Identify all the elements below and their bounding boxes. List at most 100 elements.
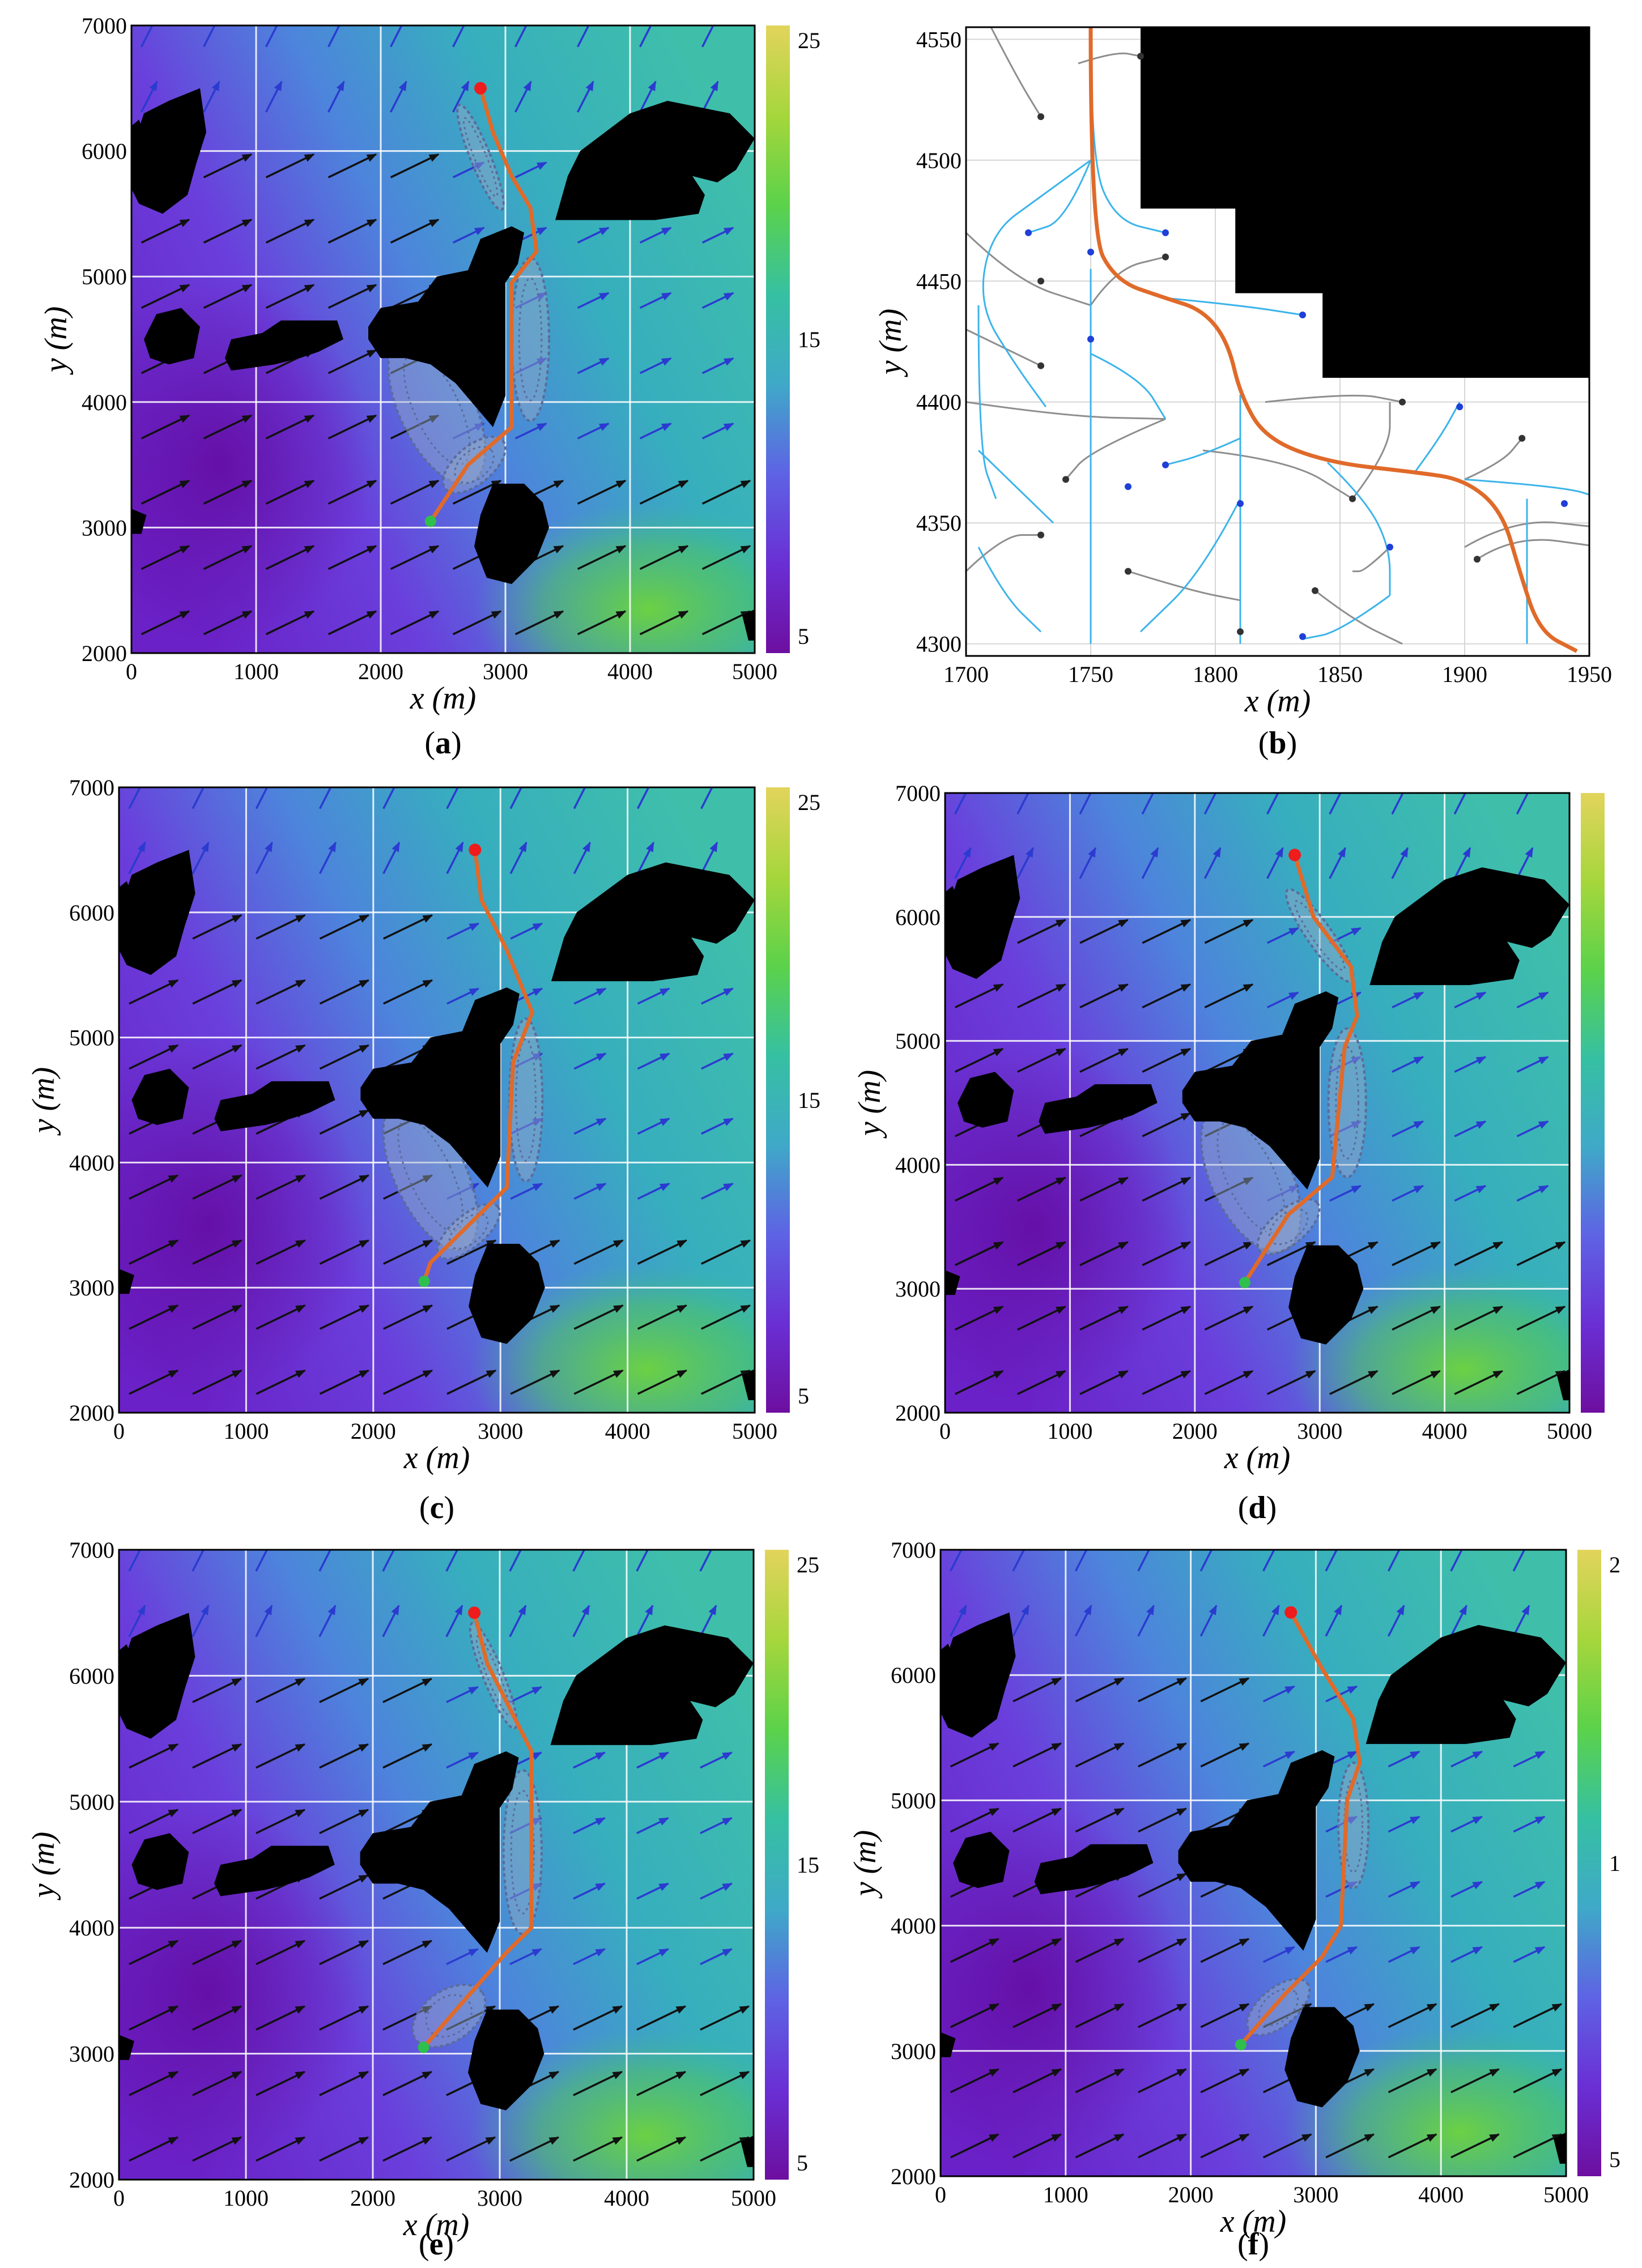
flow-arrow — [265, 545, 315, 570]
x-tick-label: 1000 — [223, 1418, 269, 1444]
panel-caption: (e) — [419, 2227, 454, 2262]
flow-arrow — [203, 25, 220, 48]
flow-arrow — [700, 787, 713, 809]
flow-arrow — [452, 161, 485, 178]
flow-arrow — [701, 480, 751, 505]
flow-arrow — [1388, 2133, 1437, 2159]
flow-arrow — [1266, 1370, 1316, 1395]
flow-arrow — [1512, 1550, 1530, 1572]
y-tick-label: 6000 — [891, 1662, 936, 1688]
obstacle — [131, 1068, 189, 1126]
flow-arrow — [1204, 983, 1254, 1009]
y-tick-label: 7000 — [69, 775, 114, 800]
flow-arrow — [446, 1686, 479, 1703]
x-axis-label: x (m) — [403, 2207, 470, 2243]
flow-arrow — [573, 1118, 607, 1135]
flow-arrow — [382, 2136, 433, 2162]
flow-arrow — [1137, 1604, 1155, 1637]
y-tick-label: 2000 — [69, 2167, 114, 2193]
flow-arrow — [1013, 2003, 1062, 2028]
flow-arrow — [1204, 1241, 1254, 1267]
flow-arrow — [514, 25, 531, 48]
flow-arrow — [1142, 1112, 1192, 1137]
tree-branch-blue — [1165, 437, 1241, 466]
flow-arrow — [1138, 2003, 1187, 2028]
tree-region-inner — [403, 351, 471, 466]
tree-region-inner — [1335, 1046, 1360, 1159]
flow-arrow — [1392, 1370, 1441, 1395]
flow-arrow — [452, 227, 485, 244]
flow-arrow — [639, 292, 672, 309]
flow-arrow — [1141, 847, 1159, 879]
flow-arrow — [382, 1743, 433, 1769]
flow-arrow — [128, 1604, 146, 1638]
flow-arrow — [446, 841, 464, 875]
flow-arrow — [1262, 1750, 1295, 1768]
obstacle — [1288, 1245, 1364, 1345]
x-axis-label: x (m) — [410, 681, 477, 716]
tree-region — [456, 103, 505, 211]
y-axis-label: y (m) — [39, 306, 74, 376]
flow-arrow — [382, 1239, 433, 1265]
flow-arrow — [1200, 1742, 1250, 1768]
obstacles — [941, 1612, 1566, 2164]
obstacle — [953, 1831, 1010, 1888]
flow-arrow — [1079, 919, 1129, 944]
x-tick-label: 2000 — [1168, 2182, 1214, 2207]
flow-arrow — [573, 2071, 623, 2096]
flow-arrow — [1392, 1184, 1424, 1202]
flow-arrow — [327, 25, 344, 48]
y-tick-label: 7000 — [891, 1537, 936, 1563]
flow-arrow — [192, 2136, 243, 2162]
flow-arrow — [1016, 847, 1034, 879]
flow-arrow — [390, 414, 440, 440]
tree-node-gray — [1518, 434, 1526, 442]
obstacle — [469, 1243, 545, 1344]
flow-arrow — [954, 1047, 1004, 1073]
obstacle — [119, 850, 195, 975]
y-tick-label: 3000 — [69, 1275, 114, 1301]
planned-path — [422, 1612, 534, 2049]
panel-caption: (b) — [1258, 726, 1297, 761]
flow-arrow — [1388, 1946, 1420, 1963]
y-tick-label: 3000 — [82, 515, 127, 540]
flow-arrow — [382, 1678, 433, 1703]
plot-frame — [118, 1549, 755, 2181]
flow-arrow — [129, 2005, 179, 2031]
x-tick-label: 4000 — [607, 659, 653, 684]
flow-arrow — [318, 1550, 336, 1572]
flow-arrow — [1513, 1881, 1546, 1898]
flow-arrow — [256, 1174, 306, 1200]
panel-caption: (f) — [1237, 2227, 1269, 2262]
flow-arrow — [318, 841, 337, 875]
tree-node-blue — [1561, 500, 1568, 508]
y-tick-label: 4500 — [916, 148, 962, 173]
flow-arrow — [577, 610, 627, 636]
flow-arrow — [265, 219, 315, 244]
flow-arrow — [1454, 1306, 1504, 1331]
obstacle — [214, 1081, 335, 1132]
flow-arrow — [1450, 2133, 1500, 2159]
flow-arrow — [1329, 793, 1346, 815]
flow-arrow — [129, 1743, 179, 1769]
flow-arrow — [637, 1118, 670, 1135]
y-tick-label: 4000 — [69, 1150, 114, 1175]
x-axis-label: x (m) — [1224, 1440, 1291, 1476]
x-tick-label: 2000 — [358, 659, 403, 684]
flow-arrow — [573, 2005, 623, 2031]
flow-arrow — [637, 1304, 688, 1330]
y-tick-label: 2000 — [891, 2164, 936, 2189]
tree-node-gray — [1037, 531, 1044, 539]
flow-arrow — [1516, 991, 1549, 1009]
goal-point — [1239, 1277, 1250, 1289]
flow-arrow — [203, 610, 253, 636]
flow-arrow — [1329, 927, 1362, 944]
flow-arrow — [573, 1239, 624, 1265]
flow-arrow — [1017, 1306, 1066, 1331]
flow-arrow — [446, 2136, 496, 2162]
flow-arrow — [1017, 1241, 1066, 1267]
obstacle — [225, 320, 343, 371]
obstacle — [945, 1270, 960, 1295]
flow-arrow — [950, 1807, 999, 1833]
flow-arrow — [1329, 847, 1346, 879]
